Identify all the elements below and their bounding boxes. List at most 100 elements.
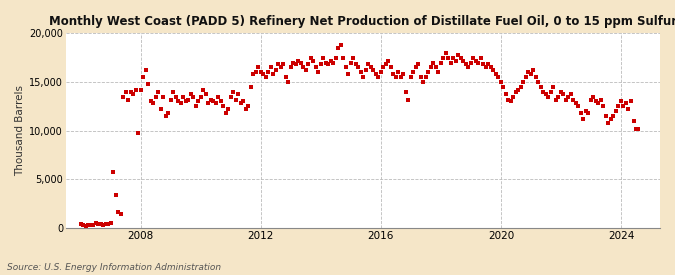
Point: [483, 62, 494, 67]
Point: [230, 97, 241, 102]
Point: [108, 169, 119, 174]
Point: [271, 68, 281, 73]
Point: [93, 222, 104, 226]
Point: [183, 97, 194, 102]
Point: [98, 222, 109, 227]
Point: [450, 58, 461, 63]
Point: [586, 97, 597, 102]
Point: [261, 75, 271, 79]
Point: [275, 65, 286, 70]
Point: [421, 75, 431, 79]
Point: [388, 72, 399, 76]
Point: [491, 72, 502, 76]
Point: [353, 65, 364, 70]
Point: [381, 62, 392, 67]
Point: [406, 75, 416, 79]
Point: [633, 126, 644, 131]
Point: [281, 75, 292, 79]
Point: [503, 97, 514, 102]
Point: [358, 75, 369, 79]
Point: [475, 56, 486, 60]
Point: [233, 92, 244, 96]
Point: [250, 70, 261, 75]
Point: [243, 104, 254, 109]
Point: [193, 99, 204, 104]
Point: [495, 80, 506, 84]
Point: [325, 58, 336, 63]
Point: [593, 101, 604, 106]
Point: [133, 130, 144, 135]
Point: [225, 94, 236, 99]
Point: [383, 58, 394, 63]
Point: [473, 60, 484, 65]
Point: [343, 72, 354, 76]
Point: [95, 222, 106, 227]
Point: [356, 70, 367, 75]
Point: [145, 99, 156, 104]
Point: [425, 65, 436, 70]
Point: [598, 104, 609, 109]
Point: [113, 210, 124, 214]
Point: [501, 92, 512, 96]
Point: [286, 65, 296, 70]
Point: [290, 62, 301, 67]
Point: [453, 53, 464, 57]
Point: [551, 97, 562, 102]
Point: [328, 60, 339, 65]
Point: [410, 65, 421, 70]
Point: [161, 114, 171, 118]
Point: [203, 101, 214, 106]
Point: [105, 221, 116, 225]
Point: [360, 68, 371, 73]
Point: [86, 223, 97, 227]
Point: [366, 65, 377, 70]
Point: [400, 90, 411, 94]
Point: [200, 92, 211, 96]
Point: [196, 94, 207, 99]
Point: [460, 62, 471, 67]
Point: [605, 117, 616, 121]
Point: [568, 97, 579, 102]
Point: [288, 60, 299, 65]
Point: [531, 75, 541, 79]
Point: [403, 97, 414, 102]
Point: [375, 70, 386, 75]
Point: [556, 90, 566, 94]
Point: [333, 46, 344, 50]
Point: [481, 65, 491, 70]
Point: [155, 107, 166, 111]
Point: [583, 111, 594, 115]
Point: [418, 80, 429, 84]
Point: [428, 60, 439, 65]
Point: [545, 90, 556, 94]
Point: [308, 58, 319, 63]
Point: [173, 99, 184, 104]
Point: [433, 70, 444, 75]
Point: [151, 94, 161, 99]
Point: [558, 92, 569, 96]
Point: [80, 223, 91, 228]
Y-axis label: Thousand Barrels: Thousand Barrels: [15, 85, 25, 176]
Point: [578, 117, 589, 121]
Point: [318, 56, 329, 60]
Point: [136, 87, 146, 92]
Point: [78, 222, 88, 227]
Point: [393, 70, 404, 75]
Point: [90, 221, 101, 225]
Point: [76, 222, 86, 226]
Point: [115, 212, 126, 216]
Point: [398, 72, 409, 76]
Point: [538, 90, 549, 94]
Point: [416, 75, 427, 79]
Point: [431, 65, 441, 70]
Point: [306, 56, 317, 60]
Point: [466, 60, 477, 65]
Point: [178, 94, 189, 99]
Point: [240, 107, 251, 111]
Point: [608, 114, 619, 118]
Point: [163, 111, 173, 115]
Point: [118, 94, 129, 99]
Point: [248, 72, 259, 76]
Point: [158, 94, 169, 99]
Point: [253, 65, 264, 70]
